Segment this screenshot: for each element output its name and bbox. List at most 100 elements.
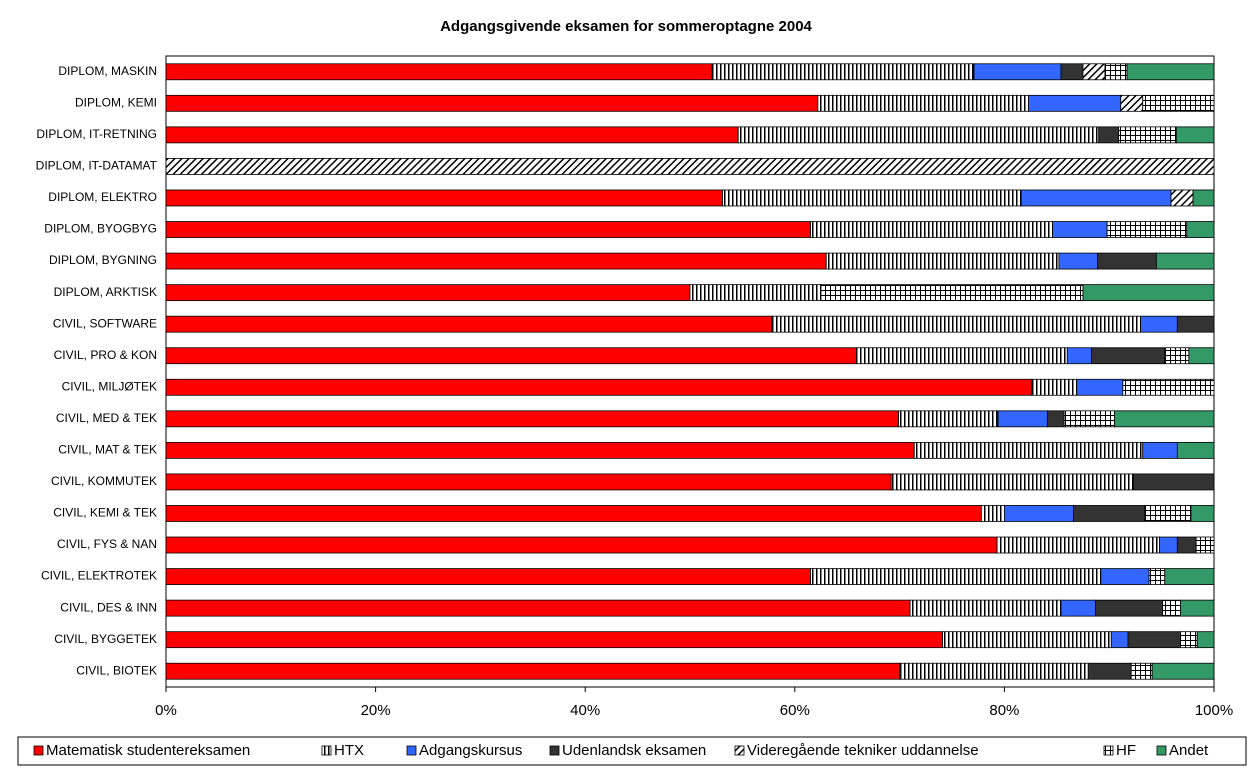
bar-segment xyxy=(1060,599,1096,617)
bar-segment xyxy=(165,221,811,238)
bar-segment xyxy=(165,473,892,491)
x-tick-label: 100% xyxy=(1195,702,1233,719)
bar-segment xyxy=(817,94,1029,112)
bar-segment xyxy=(810,221,1054,238)
legend-box xyxy=(17,736,1247,766)
bar-segment xyxy=(165,378,1033,396)
y-tick-label: CIVIL, KEMI & TEK xyxy=(53,506,157,520)
bar-segment xyxy=(1162,599,1181,617)
bar-segment xyxy=(165,63,713,81)
y-tick-label: CIVIL, MED & TEK xyxy=(56,411,157,425)
y-tick-label: DIPLOM, KEMI xyxy=(75,95,157,109)
bar-segment xyxy=(165,599,911,617)
bar-segment xyxy=(1122,378,1215,396)
bar-segment xyxy=(1090,347,1166,365)
bar-segment xyxy=(1020,189,1172,207)
y-tick-label: CIVIL, PRO & KON xyxy=(54,348,157,362)
bar-segment xyxy=(1114,410,1215,428)
y-tick-label: DIPLOM, ARKTISK xyxy=(54,285,157,299)
bar-segment xyxy=(1180,599,1215,617)
bar-segment xyxy=(722,189,1022,207)
bar-segment xyxy=(1142,94,1215,112)
legend-swatch xyxy=(1156,745,1167,756)
bar-segment xyxy=(1148,568,1166,585)
bar-segment xyxy=(1082,63,1106,81)
bar-segment xyxy=(1098,126,1120,144)
bar-segment xyxy=(1151,662,1215,680)
y-tick-label: CIVIL, KOMMUTEK xyxy=(51,474,157,488)
bar-segment xyxy=(737,126,1100,144)
bar-segment xyxy=(1058,252,1099,270)
legend-label: HTX xyxy=(334,742,364,759)
bar-segment xyxy=(1176,441,1215,459)
bar-segment xyxy=(165,568,811,585)
legend-label: Udenlandsk eksamen xyxy=(562,742,706,759)
legend-swatch xyxy=(321,745,332,756)
bar-segment xyxy=(1155,252,1215,270)
y-tick-label: CIVIL, FYS & NAN xyxy=(57,537,157,551)
bar-segment xyxy=(689,284,822,302)
y-tick-label: CIVIL, SOFTWARE xyxy=(53,316,157,330)
bar-segment xyxy=(1004,505,1074,522)
bar-segment xyxy=(1104,63,1128,81)
y-tick-label: DIPLOM, BYGNING xyxy=(49,253,157,267)
bar-segment xyxy=(1140,315,1178,333)
bar-segment xyxy=(820,284,1084,302)
bar-segment xyxy=(165,441,915,459)
bar-segment xyxy=(1100,568,1150,585)
y-tick-label: CIVIL, ELEKTROTEK xyxy=(41,569,157,583)
bar-segment xyxy=(165,536,998,554)
x-tick-label: 80% xyxy=(989,702,1019,719)
legend-swatch xyxy=(1103,745,1114,756)
bar-segment xyxy=(1132,473,1215,491)
y-tick-label: DIPLOM, IT-DATAMAT xyxy=(36,159,158,173)
bar-segment xyxy=(165,410,899,428)
bar-segment xyxy=(1170,189,1194,207)
bar-segment xyxy=(1028,94,1122,112)
bar-segment xyxy=(1073,505,1146,522)
bar-segment xyxy=(1076,378,1124,396)
bar-segment xyxy=(165,158,1215,175)
bar-segment xyxy=(898,410,999,428)
bar-segment xyxy=(1063,410,1115,428)
bar-segment xyxy=(165,126,739,144)
legend-swatch xyxy=(406,745,417,756)
bar-segment xyxy=(1120,94,1144,112)
bar-segment xyxy=(165,662,900,680)
bar-segment xyxy=(1186,221,1215,238)
bar-segment xyxy=(825,252,1060,270)
bar-segment xyxy=(165,189,723,207)
bar-segment xyxy=(1176,536,1197,554)
bar-segment xyxy=(1126,63,1215,81)
bar-segment xyxy=(1046,410,1065,428)
bar-segment xyxy=(980,505,1005,522)
y-tick-label: CIVIL, BIOTEK xyxy=(76,663,157,677)
y-tick-label: DIPLOM, IT-RETNING xyxy=(36,127,157,141)
bar-segment xyxy=(1159,536,1178,554)
bar-segment xyxy=(1176,315,1215,333)
legend-swatch xyxy=(33,745,44,756)
bar-segment xyxy=(899,662,1089,680)
bar-segment xyxy=(1195,536,1215,554)
bar-segment xyxy=(996,536,1160,554)
legend-label: Adgangskursus xyxy=(419,742,522,759)
bar-segment xyxy=(973,63,1062,81)
bar-segment xyxy=(1144,505,1192,522)
y-tick-label: DIPLOM, MASKIN xyxy=(58,64,157,78)
bar-segment xyxy=(856,347,1068,365)
y-tick-label: CIVIL, MAT & TEK xyxy=(58,443,157,457)
x-tick-label: 20% xyxy=(361,702,391,719)
legend-swatch xyxy=(549,745,560,756)
bar-segment xyxy=(1175,126,1215,144)
bar-segment xyxy=(1052,221,1108,238)
bar-segment xyxy=(165,505,982,522)
legend-swatch xyxy=(734,745,745,756)
y-tick-label: CIVIL, DES & INN xyxy=(60,600,157,614)
bar-segment xyxy=(1142,441,1178,459)
bar-segment xyxy=(1082,284,1215,302)
y-tick-label: CIVIL, MILJØTEK xyxy=(62,379,157,393)
bar-segment xyxy=(1188,347,1215,365)
bar-segment xyxy=(810,568,1102,585)
bar-segment xyxy=(942,631,1112,649)
bar-segment xyxy=(165,631,943,649)
